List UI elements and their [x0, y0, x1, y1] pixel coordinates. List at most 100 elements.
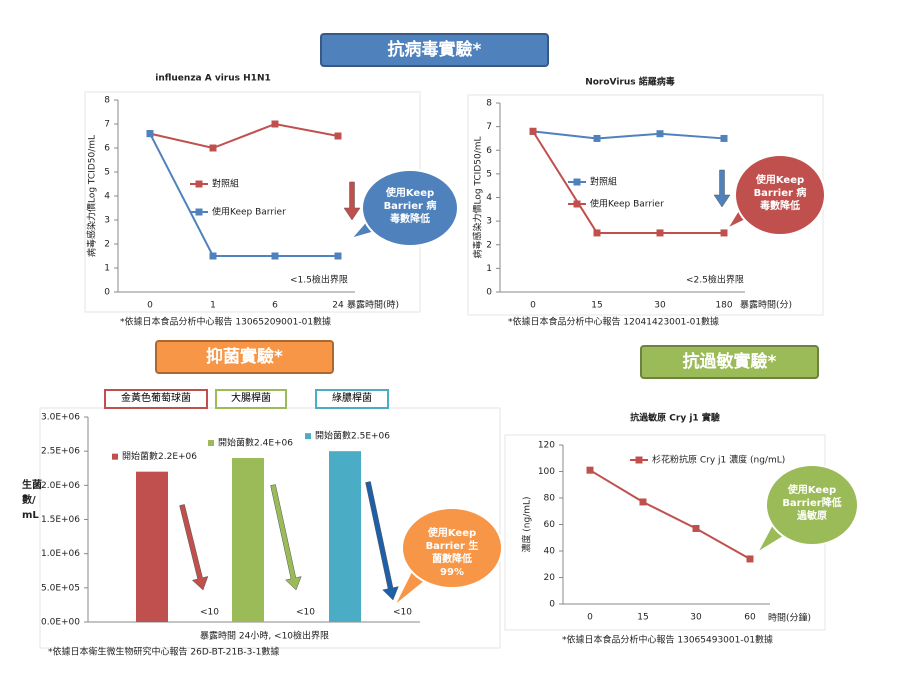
x-tick-label: 15: [591, 301, 602, 311]
y-tick-label: 4: [486, 193, 492, 203]
value-label-marker: [305, 433, 311, 440]
y-tick-label: 20: [544, 573, 556, 583]
value-label-marker: [208, 440, 214, 446]
y-tick-label: 5: [104, 168, 110, 178]
x-tick-label: 30: [654, 301, 666, 311]
x-tick-label: 6: [272, 301, 278, 311]
chart-title: 抗過敏原 Cry j1 實驗: [630, 412, 720, 424]
marker: [720, 134, 728, 142]
y-tick-label: 60: [544, 520, 556, 530]
footnote: *依據日本食品分析中心報告 13065493001-01數據: [562, 634, 773, 646]
bar-annotation: <10: [393, 608, 412, 618]
y-tick-label: 3: [104, 216, 110, 226]
x-tick-label: 30: [690, 613, 702, 623]
arrow: [713, 169, 731, 208]
y-tick-label: 1: [486, 264, 492, 274]
marker: [656, 229, 664, 237]
y-tick-label: 80: [544, 494, 556, 504]
y-tick-label: 1.5E+06: [41, 515, 80, 525]
legend-label: 使用Keep Barrier: [590, 198, 664, 210]
arrow: [179, 504, 209, 591]
marker: [692, 524, 700, 532]
x-axis-label: 暴露時間 24小時, <10檢出界限: [200, 630, 329, 642]
x-tick-label: 180: [715, 301, 732, 311]
marker: [334, 252, 342, 260]
bar: [329, 451, 361, 622]
y-tick-label: 0: [104, 288, 110, 298]
y-tick-label: 3.0E+06: [41, 413, 80, 423]
marker: [209, 144, 217, 152]
footnote: *依據日本食品分析中心報告 12041423001-01數據: [508, 316, 719, 328]
marker: [334, 132, 342, 140]
marker: [656, 130, 664, 138]
legend-marker: [195, 180, 203, 188]
chart-title: influenza A virus H1N1: [155, 74, 271, 84]
callout-bubble: [361, 169, 459, 247]
marker: [720, 229, 728, 237]
series-line: [149, 122, 339, 150]
callout-bubble: [734, 154, 826, 236]
callout-text: 使用Keep Barrier 生菌數降低 99%: [425, 528, 479, 578]
value-label: 開始菌數2.2E+06: [122, 450, 197, 462]
x-tick-label: 1: [210, 301, 216, 311]
callout-text: 使用Keep Barrier降低過敏原: [782, 485, 842, 522]
legend-label: 對照組: [590, 176, 617, 188]
x-tick-label: 0: [530, 301, 536, 311]
legend-label: 對照組: [212, 178, 239, 190]
chart-title: NoroVirus 諾羅病毒: [585, 76, 675, 88]
y-tick-label: 2.5E+06: [41, 447, 80, 457]
series-line: [532, 130, 724, 234]
marker: [271, 120, 279, 128]
bar-annotation: <10: [200, 608, 219, 618]
footnote: *依據日本衛生微生物研究中心報告 26D-BT-21B-3-1數據: [48, 646, 279, 658]
y-tick-label: 3: [486, 217, 492, 227]
legend-marker: [573, 200, 581, 208]
series-line: [532, 130, 725, 140]
arrow: [365, 481, 399, 601]
callout-text: 使用Keep Barrier 病毒數降低: [383, 188, 437, 225]
y-tick-label: 5: [486, 169, 492, 179]
section-banner: 抑菌實驗*: [155, 340, 334, 374]
arrow: [270, 484, 302, 591]
y-axis-label: 生菌數/mL: [22, 480, 42, 521]
legend-label: 使用Keep Barrier: [212, 206, 286, 218]
footnote: *依據日本食品分析中心報告 13065209001-01數據: [120, 316, 331, 328]
y-tick-label: 7: [104, 120, 110, 130]
x-axis-label: 暴露時間(時): [347, 300, 399, 311]
section-banner: 抗過敏實驗*: [640, 345, 819, 379]
bar-annotation: <10: [296, 608, 315, 618]
y-tick-label: 6: [104, 144, 110, 154]
y-axis-label: 病毒感染力價Log TCID50/mL: [472, 136, 484, 258]
marker: [146, 130, 154, 138]
detection-note: <1.5檢出界限: [290, 274, 348, 286]
x-tick-label: 60: [744, 613, 756, 623]
marker: [746, 555, 754, 563]
callout-bubble: [401, 507, 503, 589]
x-tick-label: 24: [332, 301, 344, 311]
marker: [529, 127, 537, 135]
series-line: [589, 469, 751, 560]
category-box: 綠膿桿菌: [315, 389, 389, 409]
x-axis-label: 時間(分鐘): [768, 612, 811, 624]
bar: [136, 471, 168, 622]
callout-bubble: [765, 464, 859, 546]
y-tick-label: 0: [486, 288, 492, 298]
legend-label: 杉花粉抗原 Cry j1 濃度 (ng/mL): [652, 454, 785, 466]
y-tick-label: 2: [486, 240, 492, 250]
y-tick-label: 2: [104, 240, 110, 250]
category-box: 大腸桿菌: [215, 389, 287, 409]
y-tick-label: 40: [544, 547, 556, 557]
marker: [586, 466, 594, 474]
legend-marker: [573, 178, 581, 186]
callout-text: 使用Keep Barrier 病毒數降低: [753, 175, 807, 212]
marker: [209, 252, 217, 260]
value-label: 開始菌數2.5E+06: [315, 430, 390, 442]
y-tick-label: 0: [549, 600, 555, 610]
x-axis-label: 暴露時間(分): [740, 300, 792, 311]
y-tick-label: 0.0E+00: [41, 618, 80, 628]
value-label-marker: [112, 453, 118, 460]
y-tick-label: 4: [104, 192, 110, 202]
marker: [593, 134, 601, 142]
